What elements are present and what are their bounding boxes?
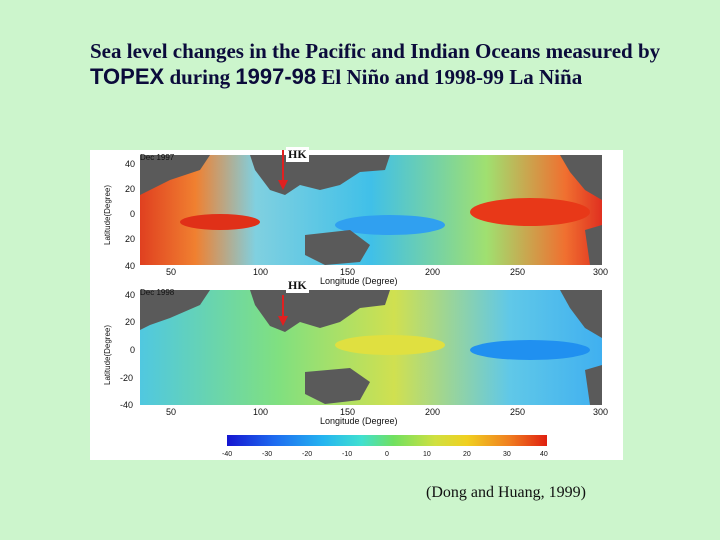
top-hk-arrow-head [278, 180, 288, 190]
top-xtick: 300 [593, 267, 608, 277]
hk-arrows [278, 150, 288, 326]
colorbar: -40 -30 -20 -10 0 10 20 30 40 [222, 435, 548, 458]
instrument-name: TOPEX [90, 64, 165, 89]
top-west-pacific-anomaly [335, 215, 445, 235]
bottom-hk-arrow-head [278, 316, 288, 326]
colorbar-tick: 40 [540, 451, 548, 458]
top-xtick: 50 [166, 267, 176, 277]
bottom-ytick: 0 [130, 345, 135, 355]
bottom-xlabel: Longitude (Degree) [320, 416, 398, 426]
top-map-panel: Dec 1997 [140, 153, 602, 265]
top-ytick: 0 [130, 209, 135, 219]
bottom-ytick: -20 [120, 373, 133, 383]
colorbar-tick: -40 [222, 451, 232, 458]
bottom-hk-label: HK [286, 278, 309, 293]
bottom-ytick: 20 [125, 317, 135, 327]
top-xtick: 150 [340, 267, 355, 277]
colorbar-tick: 20 [463, 451, 471, 458]
top-ytick: 40 [125, 159, 135, 169]
slide-title: Sea level changes in the Pacific and Ind… [90, 39, 661, 89]
colorbar-tick: 0 [385, 451, 389, 458]
bottom-land-americas [560, 290, 602, 338]
top-hk-label: HK [286, 147, 309, 162]
top-xtick: 250 [510, 267, 525, 277]
top-ylabel: Latitude(Degree) [103, 185, 112, 245]
top-xlabel: Longitude (Degree) [320, 276, 398, 286]
top-ytick: 20 [125, 234, 135, 244]
bottom-xtick: 200 [425, 407, 440, 417]
bottom-xtick: 50 [166, 407, 176, 417]
top-date-label: Dec 1997 [140, 153, 175, 162]
year-label: 1997-98 [235, 64, 317, 89]
top-land-australia [305, 230, 370, 265]
sea-level-figure: Dec 1997 40 20 0 20 40 50 100 150 200 25… [90, 147, 623, 460]
colorbar-tick: -20 [302, 451, 312, 458]
top-ytick: 20 [125, 184, 135, 194]
top-ytick: 40 [125, 261, 135, 271]
top-indian-anomaly [180, 214, 260, 230]
bottom-ylabel: Latitude(Degree) [103, 325, 112, 385]
citation: (Dong and Huang, 1999) [426, 484, 586, 501]
bottom-ytick: -40 [120, 400, 133, 410]
colorbar-tick: -30 [262, 451, 272, 458]
sea-level-maps: Dec 1997 40 20 0 20 40 50 100 150 200 25… [103, 150, 608, 458]
bottom-land-australia [305, 368, 370, 404]
colorbar-tick: -10 [342, 451, 352, 458]
top-axes: 40 20 0 20 40 50 100 150 200 250 300 Lon… [103, 159, 608, 286]
bottom-xtick: 100 [253, 407, 268, 417]
top-pacific-anomaly [470, 198, 590, 226]
colorbar-gradient [227, 435, 547, 446]
colorbar-tick: 10 [423, 451, 431, 458]
bottom-xtick: 300 [593, 407, 608, 417]
colorbar-tick: 30 [503, 451, 511, 458]
top-land-asia-west [140, 155, 210, 195]
bottom-land-asia-west [140, 290, 210, 330]
top-xtick: 200 [425, 267, 440, 277]
bottom-east-pacific-anomaly [470, 340, 590, 360]
bottom-xtick: 150 [340, 407, 355, 417]
top-xtick: 100 [253, 267, 268, 277]
top-land-south-america [585, 225, 602, 265]
bottom-date-label: Dec 1998 [140, 288, 175, 297]
bottom-west-pacific-anomaly [335, 335, 445, 355]
bottom-axes: 40 20 0 -20 -40 50 100 150 200 250 300 L… [103, 290, 608, 426]
bottom-land-south-america [585, 365, 602, 405]
bottom-xtick: 250 [510, 407, 525, 417]
top-land-americas [560, 155, 602, 200]
bottom-map-panel: Dec 1998 [140, 288, 602, 405]
bottom-ytick: 40 [125, 290, 135, 300]
